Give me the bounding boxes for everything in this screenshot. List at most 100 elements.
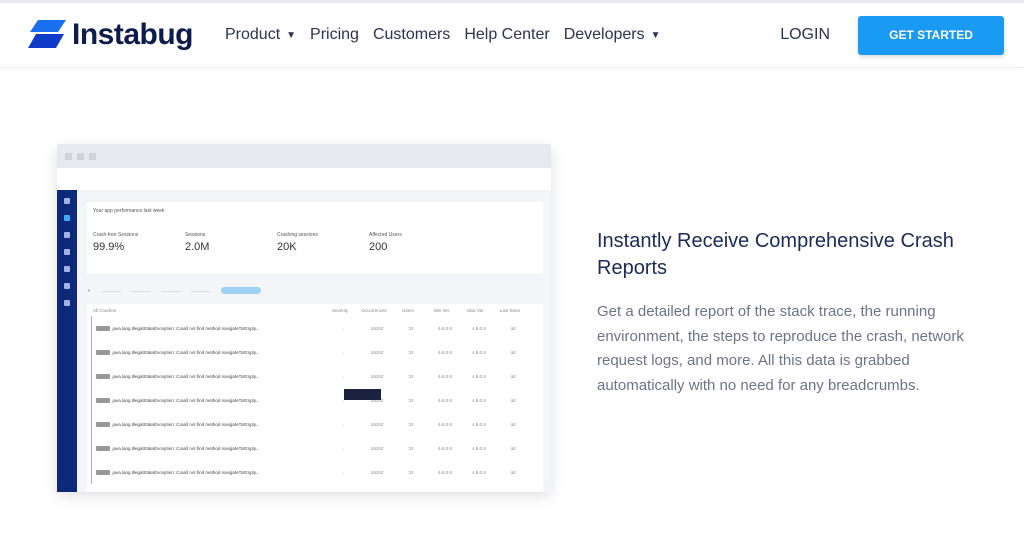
min-version: 4.8.0.8 xyxy=(438,397,452,403)
nav-label: Developers xyxy=(563,26,645,43)
last-seen: 4d xyxy=(510,349,516,355)
severity-icon: ↓ xyxy=(341,325,345,331)
severity-icon: ↓ xyxy=(341,421,345,427)
occurrences: 19152 xyxy=(370,421,384,427)
table-row[interactable]: java.lang.IllegalStateException: Could n… xyxy=(91,436,543,460)
users: 31 xyxy=(408,325,414,331)
severity-icon: ↓ xyxy=(341,349,345,355)
window-bar xyxy=(57,144,551,168)
table-row[interactable]: java.lang.IllegalStateException: Could n… xyxy=(91,316,543,340)
max-version: 4.8.0.8 xyxy=(472,349,486,355)
performance-card: Your app performance last week Crash-fre… xyxy=(87,202,543,274)
crash-message: java.lang.IllegalStateException: Could n… xyxy=(112,445,260,451)
last-seen: 4d xyxy=(510,373,516,379)
max-version: 4.8.0.8 xyxy=(472,397,486,403)
table-row[interactable]: java.lang.IllegalStateException: Could n… xyxy=(91,460,543,484)
users: 31 xyxy=(408,349,414,355)
card-title: Your app performance last week xyxy=(93,208,165,214)
stat-value: 99.9% xyxy=(93,241,125,253)
occurrences: 19152 xyxy=(370,469,384,475)
stat-value: 20K xyxy=(277,241,297,253)
severity-icon: ↓ xyxy=(341,373,345,379)
column-header[interactable]: Users xyxy=(402,307,414,313)
brand-name: Instabug xyxy=(72,18,194,51)
severity-icon: ↓ xyxy=(341,469,345,475)
occurrences: 19152 xyxy=(370,373,384,379)
users: 31 xyxy=(408,445,414,451)
column-header[interactable]: Min Ver. xyxy=(433,307,451,313)
column-header[interactable]: Severity xyxy=(331,307,349,313)
stat-label: Crash-free Sessions xyxy=(93,232,139,238)
crash-message: java.lang.IllegalStateException: Could n… xyxy=(112,325,260,331)
crash-message: java.lang.IllegalStateException: Could n… xyxy=(112,469,260,475)
min-version: 4.8.0.8 xyxy=(438,421,452,427)
crash-message: java.lang.IllegalStateException: Could n… xyxy=(112,397,260,403)
max-version: 4.8.0.8 xyxy=(472,373,486,379)
navbar: Instabug Product ▼ Pricing Customers Help… xyxy=(0,3,1024,68)
app-sidebar xyxy=(57,190,77,492)
max-version: 4.8.0.8 xyxy=(472,421,486,427)
last-seen: 4d xyxy=(510,397,516,403)
stat-label: Affected Users xyxy=(369,232,402,238)
stat: Sessions 2.0M xyxy=(185,232,277,253)
nav-product[interactable]: Product ▼ xyxy=(225,26,296,44)
crash-message: java.lang.IllegalStateException: Could n… xyxy=(112,373,260,379)
nav-pricing[interactable]: Pricing xyxy=(310,26,359,43)
occurrences: 19152 xyxy=(370,397,384,403)
users: 31 xyxy=(408,373,414,379)
app-header xyxy=(57,168,551,190)
severity-icon: ↓ xyxy=(341,397,345,403)
nav-help-center[interactable]: Help Center xyxy=(464,26,550,43)
login-link[interactable]: LOGIN xyxy=(780,26,830,43)
logo[interactable]: Instabug xyxy=(28,18,194,52)
caret-down-icon: ▼ xyxy=(650,29,661,41)
crash-table: All Crashes Severity Occurrences Users Min V… xyxy=(87,304,543,492)
main-menu: Product ▼ Pricing Customers Help Center D… xyxy=(225,26,661,44)
stat: Crashing sessions 20K xyxy=(277,232,369,253)
instabug-logo-icon xyxy=(28,20,66,48)
stat: Affected Users 200 xyxy=(369,232,461,253)
users: 31 xyxy=(408,421,414,427)
max-version: 4.8.0.8 xyxy=(472,445,486,451)
stat-label: Crashing sessions xyxy=(277,232,318,238)
get-started-button[interactable]: GET STARTED xyxy=(858,15,1004,55)
last-seen: 4d xyxy=(510,445,516,451)
filter-bar: ▼ ————— ————— ————— ————— xyxy=(87,284,543,296)
min-version: 4.8.0.8 xyxy=(438,325,452,331)
column-header[interactable]: Last Seen xyxy=(499,307,521,313)
feature-section: Instantly Receive Comprehensive Crash Re… xyxy=(597,228,997,398)
min-version: 4.8.0.8 xyxy=(438,373,452,379)
crash-message: java.lang.IllegalStateException: Could n… xyxy=(112,421,260,427)
column-header[interactable]: Max Ver. xyxy=(467,307,485,313)
table-row[interactable]: java.lang.IllegalStateException: Could n… xyxy=(91,388,543,412)
stat-value: 2.0M xyxy=(185,241,210,253)
crash-message: java.lang.IllegalStateException: Could n… xyxy=(112,349,260,355)
column-header[interactable]: All Crashes xyxy=(93,307,117,313)
occurrences: 19152 xyxy=(370,445,384,451)
stat-label: Sessions xyxy=(185,232,206,238)
stat: Crash-free Sessions 99.9% xyxy=(93,232,185,253)
column-header[interactable]: Occurrences xyxy=(361,307,387,313)
last-seen: 4d xyxy=(510,421,516,427)
feature-description: Get a detailed report of the stack trace… xyxy=(597,303,964,394)
max-version: 4.8.0.8 xyxy=(472,469,486,475)
last-seen: 4d xyxy=(510,469,516,475)
tooltip xyxy=(344,389,381,400)
table-row[interactable]: java.lang.IllegalStateException: Could n… xyxy=(91,412,543,436)
min-version: 4.8.0.8 xyxy=(438,445,452,451)
occurrences: 19152 xyxy=(370,349,384,355)
nav-developers[interactable]: Developers ▼ xyxy=(564,26,661,44)
nav-customers[interactable]: Customers xyxy=(372,26,451,43)
occurrences: 19152 xyxy=(370,325,384,331)
stat-value: 200 xyxy=(369,241,388,253)
last-seen: 4d xyxy=(510,325,516,331)
table-row[interactable]: java.lang.IllegalStateException: Could n… xyxy=(91,364,543,388)
nav-label: Product xyxy=(225,26,281,43)
min-version: 4.8.0.8 xyxy=(438,349,452,355)
caret-down-icon: ▼ xyxy=(286,29,297,41)
feature-title: Instantly Receive Comprehensive Crash Re… xyxy=(597,230,954,279)
dashboard-screenshot: Your app performance last week Crash-fre… xyxy=(57,144,551,492)
table-row[interactable]: java.lang.IllegalStateException: Could n… xyxy=(91,340,543,364)
severity-icon: ↓ xyxy=(341,445,345,451)
users: 31 xyxy=(408,469,414,475)
